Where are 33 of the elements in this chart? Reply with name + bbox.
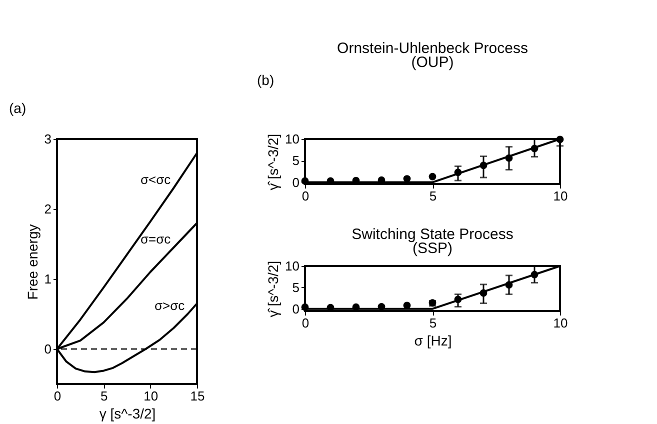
- y-axis-title: γ̂ [s^-3/2]: [265, 134, 282, 190]
- x-tick-label: 15: [190, 388, 205, 404]
- x-tick-label: 10: [553, 188, 568, 204]
- chart-title: Switching State Process (SSP): [352, 226, 514, 257]
- x-axis-title: γ [s^-3/2]: [99, 406, 156, 422]
- x-tick-label: 5: [429, 188, 437, 204]
- x-tick-label: 5: [100, 388, 108, 404]
- series-label: σ>σc: [154, 298, 186, 313]
- y-tick-label: 5: [292, 153, 300, 168]
- y-tick-label: 0: [292, 301, 300, 316]
- series-label: σ=σc: [140, 232, 172, 246]
- x-tick-label: 5: [429, 316, 437, 330]
- y-tick-label: 5: [292, 280, 300, 295]
- text: (b): [257, 72, 274, 88]
- chart-title: Ornstein-Uhlenbeck Process (OUP): [337, 40, 528, 71]
- series-label: σ<σc: [140, 172, 172, 187]
- y-tick-label: 0: [44, 342, 52, 356]
- x-tick-label: 10: [144, 388, 158, 404]
- x-axis-title: σ [Hz]: [414, 332, 452, 348]
- text: (a): [9, 100, 26, 116]
- y-tick-label: 2: [44, 202, 52, 216]
- y-axis-title: γ̂ [s^-3/2]: [265, 260, 282, 318]
- y-axis-title: Free energy: [24, 224, 40, 300]
- y-tick-label: 10: [285, 258, 300, 274]
- x-tick-label: 0: [54, 388, 62, 404]
- x-tick-label: 10: [553, 316, 568, 330]
- x-tick-label: 0: [302, 316, 310, 330]
- y-tick-label: 1: [44, 272, 52, 286]
- x-tick-label: 0: [302, 188, 310, 204]
- y-tick-label: 3: [44, 132, 52, 146]
- y-tick-label: 0: [292, 174, 300, 190]
- y-tick-label: 10: [285, 132, 300, 146]
- point: [428, 172, 436, 180]
